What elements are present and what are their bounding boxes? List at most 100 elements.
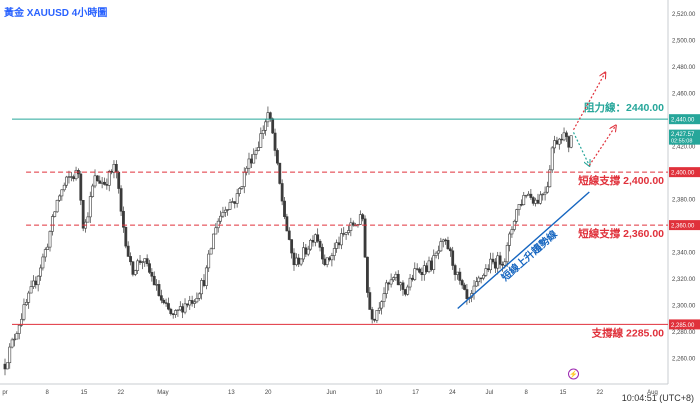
support-2400-label: 短線支撐 2,400.00 [578, 174, 664, 187]
candle-body [185, 303, 189, 306]
candle-body [460, 280, 464, 286]
candle-body [238, 188, 241, 194]
time-tick-label: pr [2, 390, 7, 396]
candle-body [112, 163, 116, 173]
candle-body [422, 265, 426, 276]
candle-body [437, 250, 440, 254]
time-tick-label: 17 [412, 390, 419, 396]
candle-body [214, 227, 218, 235]
candle-body [249, 158, 253, 164]
candle-body [565, 132, 568, 137]
candle-body [477, 277, 481, 283]
candle-body [240, 186, 244, 189]
candle-body [562, 132, 566, 141]
candle-body [174, 310, 177, 315]
candle-body [524, 194, 528, 197]
candle-body [444, 239, 447, 242]
candle-body [510, 229, 514, 235]
candle-body [406, 286, 410, 295]
candle-body [148, 263, 151, 273]
candle-body [98, 180, 102, 184]
candle-body [15, 333, 19, 340]
candle-body [451, 250, 455, 266]
candle-body [498, 255, 502, 265]
candle-body [167, 303, 170, 310]
candle-body [358, 214, 362, 225]
event-icon-glyph: ⚡ [569, 370, 578, 379]
candle-body [124, 226, 128, 247]
price-tick-label: 2,500.00 [672, 39, 696, 45]
price-tick-label: 2,460.00 [672, 92, 696, 98]
candle-body [200, 280, 204, 295]
candle-body [302, 247, 305, 260]
candle-body [226, 209, 230, 211]
candle-body [55, 199, 59, 213]
candle-body [522, 195, 526, 205]
candle-body [555, 140, 559, 145]
candle-body [67, 176, 71, 178]
candle-body [344, 232, 348, 235]
candle-body [171, 313, 175, 315]
candle-body [493, 261, 497, 269]
candle-body [292, 252, 296, 266]
support-2360-label: 短線支撐 2,360.00 [578, 227, 664, 240]
candle-body [34, 280, 38, 286]
candle-body [233, 201, 237, 204]
time-tick-label: Aug [647, 390, 658, 396]
support-2400-badge-label: 2,400.00 [671, 171, 695, 177]
candle-body [418, 268, 421, 273]
candle-body [363, 218, 367, 258]
candle-body [427, 260, 431, 273]
candle-body [95, 175, 99, 182]
candle-body [370, 309, 374, 320]
candle-body [335, 242, 339, 249]
candle-body [458, 271, 462, 281]
candle-body [415, 268, 419, 270]
event-icon [568, 368, 580, 380]
price-tick-label: 2,280.00 [672, 330, 696, 336]
candle-body [273, 132, 277, 151]
time-tick-label: 22 [596, 390, 603, 396]
candle-body [252, 153, 256, 164]
candle-body [463, 284, 466, 290]
candle-body [257, 147, 260, 151]
candle-body [242, 172, 246, 187]
price-tick-label: 2,380.00 [672, 198, 696, 204]
candle-body [505, 245, 509, 263]
candle-body [103, 181, 106, 185]
candle-body [74, 170, 78, 180]
candle-body [413, 268, 417, 280]
candle-body [330, 255, 334, 261]
candle-body [69, 176, 73, 178]
candle-body [380, 301, 384, 309]
candle-body [541, 193, 545, 196]
candle-body [366, 256, 369, 293]
candle-body [126, 245, 130, 257]
candle-body [472, 285, 476, 294]
candle-body [178, 306, 182, 311]
candle-body [24, 302, 28, 306]
candle-body [276, 150, 279, 164]
candle-body [58, 195, 61, 201]
candle-body [228, 202, 232, 210]
time-tick-label: 22 [117, 390, 124, 396]
candle-body [529, 193, 533, 198]
price-tick-label: 2,260.00 [672, 357, 696, 363]
candle-body [290, 239, 294, 254]
candle-body [88, 196, 92, 218]
candle-body [20, 318, 23, 326]
candle-body [325, 257, 329, 265]
candle-body [384, 282, 388, 294]
candle-body [46, 246, 50, 250]
last-price-badge [669, 129, 700, 145]
candle-body [162, 299, 166, 303]
candle-body [169, 308, 173, 314]
price-tick-label: 2,340.00 [672, 251, 696, 257]
candle-body [349, 222, 353, 231]
candle-body [197, 293, 201, 299]
candle-body [221, 211, 225, 217]
candle-body [519, 204, 523, 206]
candle-body [496, 255, 500, 269]
candle-body [387, 282, 391, 285]
candle-body [479, 277, 483, 280]
